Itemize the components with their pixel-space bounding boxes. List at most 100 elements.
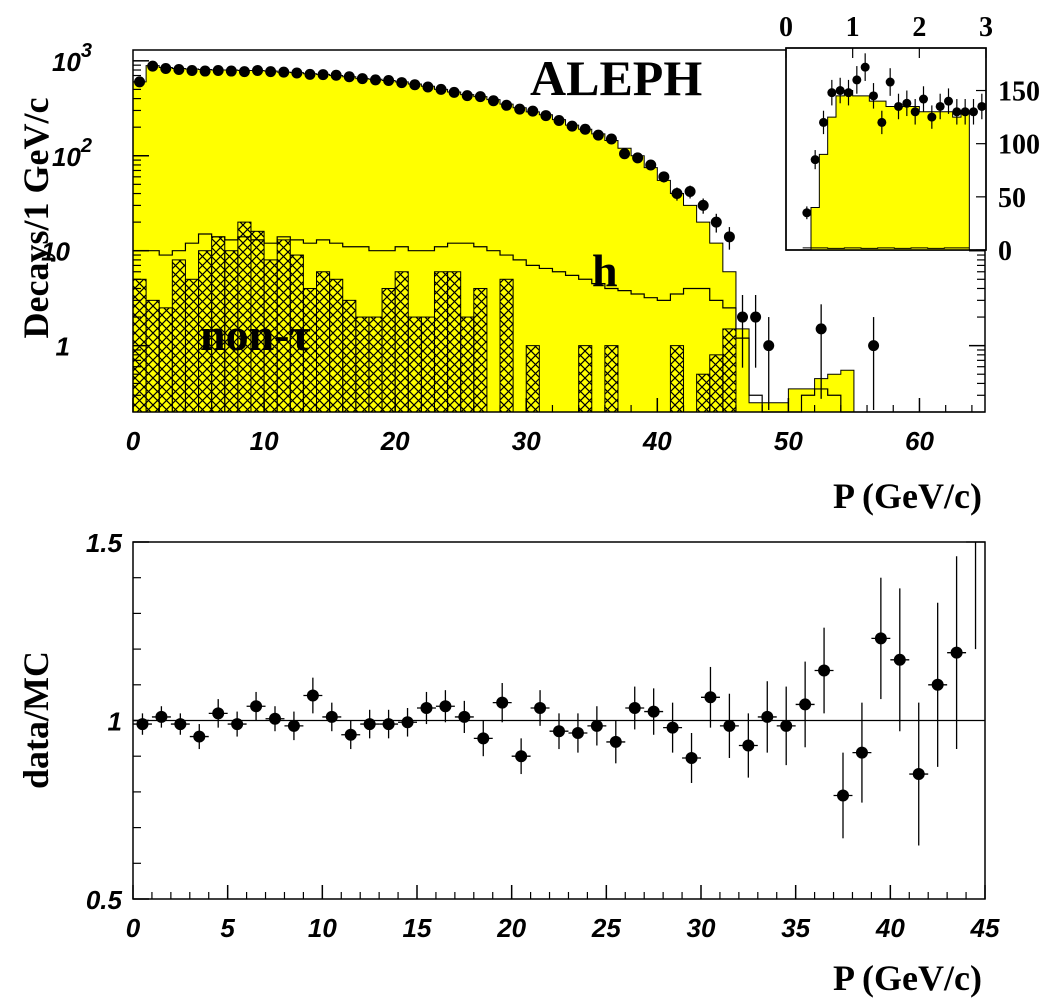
inset-data-point (869, 91, 878, 101)
data-point (199, 65, 211, 77)
ratio-point (799, 698, 812, 711)
inset-data-point (910, 107, 920, 117)
ratio-point (893, 653, 906, 666)
non-tau-bin (145, 299, 160, 413)
non-tau-bin (578, 345, 593, 413)
ratio-point (818, 664, 831, 677)
y-tick-label: 1.5 (86, 528, 123, 558)
non-tau-bin (433, 271, 449, 413)
data-point (697, 199, 709, 211)
x-tick-label: 15 (403, 913, 432, 943)
ratio-point (363, 718, 376, 731)
inset-y-tick-label: 0 (998, 236, 1012, 267)
data-point (448, 86, 460, 98)
data-point (343, 71, 355, 83)
non-tau-bin (355, 316, 370, 413)
ratio-point (666, 721, 679, 734)
ratio-point (647, 705, 660, 718)
inset-mc-histogram (802, 90, 970, 251)
data-point (632, 152, 644, 164)
bottom-x-ticks: 0 5 10 15 20 25 30 35 40 45 (126, 885, 1000, 943)
non-tau-bin (316, 271, 331, 413)
data-point (422, 81, 434, 93)
ratio-point (780, 719, 793, 732)
data-point (383, 75, 395, 87)
top-y-axis-label: Decays/1 GeV/c (16, 98, 56, 339)
bottom-plot-area (133, 541, 985, 846)
non-tau-bin (329, 278, 344, 413)
inset-y-tick-label: 100 (998, 130, 1040, 161)
y-tick-exponent: 3 (81, 40, 92, 62)
ratio-point (250, 700, 263, 713)
data-point (173, 64, 185, 76)
ratio-point (477, 732, 490, 745)
y-tick-label: 102 (52, 135, 92, 172)
ratio-point (723, 719, 736, 732)
inset-chart: 0 1 2 3 0 50 100 150 (779, 12, 1040, 267)
data-point (225, 65, 237, 77)
ratio-point (515, 750, 528, 763)
inset-data-point (802, 208, 812, 218)
inset-data-point (819, 117, 828, 127)
data-point (160, 63, 172, 75)
ratio-point (628, 702, 641, 715)
x-tick-label: 40 (875, 913, 905, 943)
data-point (474, 91, 486, 103)
non-tau-bin (407, 316, 422, 413)
ratio-point (534, 702, 547, 715)
non-tau-bin (171, 259, 186, 413)
inset-data-point (844, 88, 853, 98)
ratio-point (742, 739, 755, 752)
experiment-label: ALEPH (530, 50, 702, 106)
inset-data-point (969, 107, 978, 117)
data-point (737, 311, 749, 323)
inset-y-ticks: 0 50 100 150 (976, 77, 1040, 267)
data-point (330, 69, 342, 81)
data-point (658, 171, 670, 183)
bottom-y-axis-label: data/MC (16, 651, 56, 789)
x-tick-label: 25 (591, 913, 621, 943)
data-point (238, 66, 250, 78)
ratio-point (931, 678, 944, 691)
inset-x-tick-label: 0 (779, 12, 793, 43)
inset-data-point (852, 75, 862, 85)
data-point (396, 77, 408, 89)
inset-data-point (894, 101, 903, 111)
data-point (750, 311, 762, 323)
data-point (763, 340, 775, 352)
x-tick-label: 20 (380, 426, 410, 456)
non-tau-bin (381, 287, 396, 413)
inset-x-ticks: 0 1 2 3 (779, 12, 993, 58)
inset-data-point (952, 107, 962, 117)
non-tau-bin (669, 345, 685, 413)
data-point (645, 159, 657, 171)
inset-data-point (885, 77, 895, 87)
ratio-point (855, 746, 868, 759)
ratio-point (439, 700, 452, 713)
inset-non-tau-histogram (802, 247, 970, 249)
ratio-point (401, 716, 414, 729)
annotation-h: h (592, 245, 618, 296)
data-point (592, 129, 604, 141)
ratio-point (950, 646, 963, 659)
data-point (409, 79, 421, 91)
non-tau-bin (709, 354, 724, 413)
inset-data-point (960, 107, 970, 117)
ratio-point (212, 707, 225, 720)
x-tick-label: 60 (905, 426, 934, 456)
non-tau-bin (722, 328, 737, 413)
ratio-point (912, 768, 925, 781)
y-tick-label: 10 (41, 237, 70, 267)
inset-data-point (877, 117, 887, 127)
x-tick-label: 10 (308, 913, 337, 943)
inset-data-point (810, 155, 820, 165)
x-tick-label: 30 (687, 913, 716, 943)
y-tick-label: 1 (56, 332, 70, 362)
data-point (815, 323, 827, 335)
ratio-point (287, 719, 300, 732)
inset-data-point (827, 88, 837, 98)
data-point (252, 65, 264, 77)
ratio-point (344, 728, 357, 741)
ratio-point (874, 632, 887, 645)
